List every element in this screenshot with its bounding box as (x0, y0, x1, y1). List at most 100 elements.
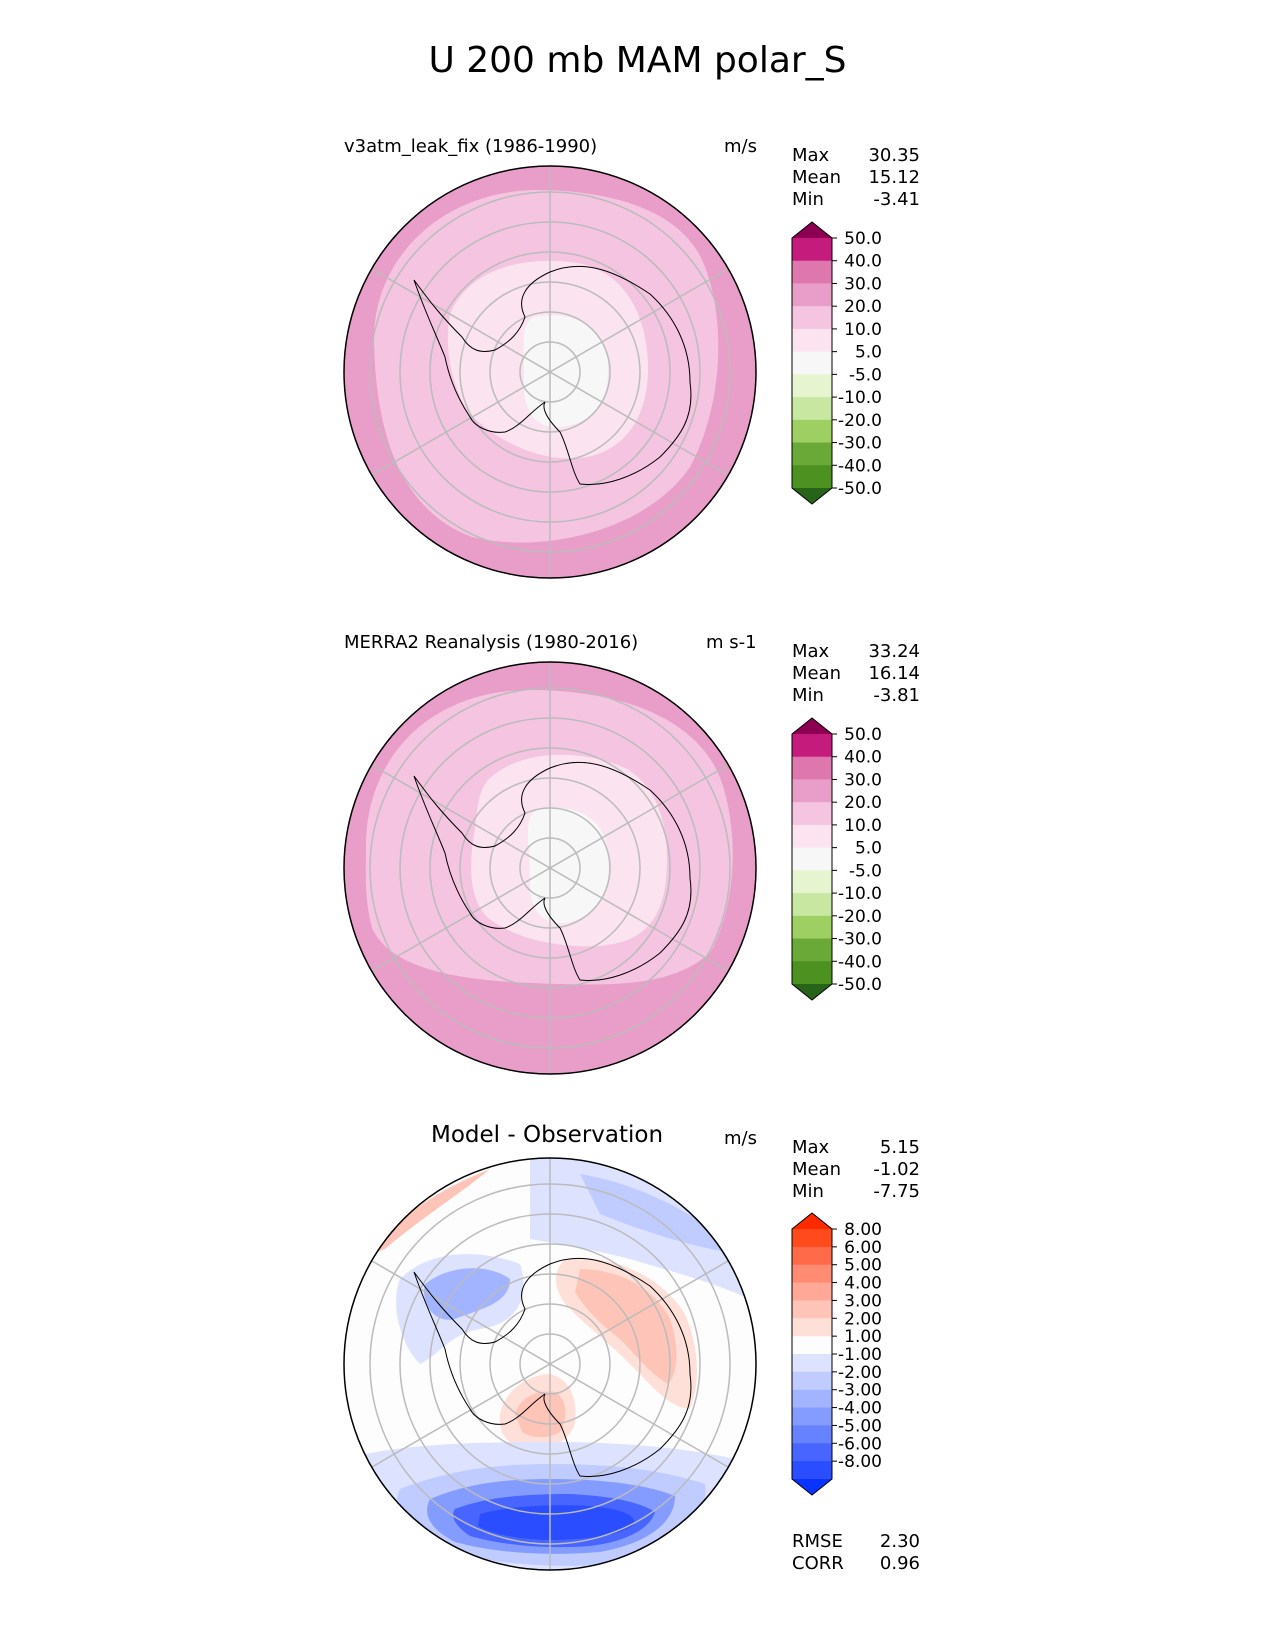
colorbar-segment (792, 442, 832, 466)
colorbar-segment (792, 938, 832, 962)
colorbar-segment (792, 824, 832, 849)
colorbar-segment (792, 1425, 832, 1444)
colorbar-tick-label: -40.0 (838, 456, 882, 476)
colorbar-segment (792, 1336, 832, 1355)
colorbar-segment (792, 1264, 832, 1284)
panel-3-colorbar: 8.006.005.004.003.002.001.00-1.00-2.00-3… (791, 1212, 882, 1496)
colorbar-tick-label: -20.0 (838, 907, 882, 927)
field-pos-band-6 (515, 1391, 566, 1438)
colorbar-tick-label: 3.00 (844, 1291, 882, 1311)
min-value: -3.41 (873, 189, 920, 210)
colorbar-segment (792, 1371, 832, 1391)
colorbar-segment (792, 351, 832, 375)
colorbar-tick-label: -10.0 (838, 884, 882, 904)
rmse-value: 2.30 (879, 1531, 920, 1552)
antarctica-coastline (413, 265, 692, 486)
max-label: Max (792, 145, 830, 166)
colorbar-tick-label: 30.0 (844, 770, 882, 790)
map-boundary (343, 1157, 757, 1571)
colorbar-extend-max (792, 718, 832, 734)
field-neg-band-9 (478, 1505, 635, 1540)
colorbar-tick-label: -30.0 (838, 434, 882, 454)
panel-3-stats: Max 5.15 Mean -1.02 Min -7.75 (792, 1137, 920, 1203)
min-label: Min (792, 685, 824, 706)
colorbar-extend-max (792, 1213, 832, 1229)
colorbar-outline (791, 1212, 833, 1496)
graticule (369, 662, 731, 1074)
colorbar-tick-label: 50.0 (844, 725, 882, 745)
colorbar-tick-label: -50.0 (838, 975, 882, 995)
colorbar-tick-label: -40.0 (838, 952, 882, 972)
antarctica-coastline (413, 1257, 692, 1478)
panel-1-map (343, 165, 757, 579)
mean-value: 15.12 (868, 167, 920, 188)
max-value: 5.15 (879, 1137, 920, 1158)
graticule (369, 166, 731, 578)
colorbar-extend-max (792, 222, 832, 238)
colorbar-segment (792, 893, 832, 917)
colorbar-segment (792, 961, 832, 985)
colorbar-segment (792, 397, 832, 421)
antarctica-coastline (413, 761, 692, 982)
colorbar-segment (792, 1282, 832, 1301)
colorbar-tick-label: 2.00 (844, 1309, 882, 1329)
colorbar-tick-label: -5.00 (838, 1416, 882, 1436)
colorbar-tick-label: -4.00 (838, 1399, 882, 1419)
min-label: Min (792, 189, 824, 210)
panel-2-stats: Max 33.24 Mean 16.14 Min -3.81 (792, 641, 920, 707)
colorbar-tick-label: -5.0 (849, 365, 882, 385)
panel-1-units: m/s (724, 136, 757, 157)
mean-label: Mean (792, 167, 842, 188)
colorbar-tick-label: -5.0 (849, 861, 882, 881)
field-neg-band-4 (424, 1268, 510, 1320)
colorbar-tick-label: 1.00 (844, 1327, 882, 1347)
colorbar-tick-label: 5.0 (855, 343, 882, 363)
panel-2-title: MERRA2 Reanalysis (1980-2016) (344, 632, 639, 653)
figure-title: U 200 mb MAM polar_S (428, 40, 847, 81)
colorbar-tick-label: 8.00 (844, 1220, 882, 1240)
panel-2-map (343, 661, 757, 1075)
mean-label: Mean (792, 1159, 842, 1180)
corr-value: 0.96 (879, 1553, 920, 1574)
mean-value: -1.02 (873, 1159, 920, 1180)
mean-label: Mean (792, 663, 842, 684)
panel-3-metrics: RMSE 2.30 CORR 0.96 (792, 1531, 920, 1575)
colorbar-segment (792, 238, 832, 262)
colorbar-tick-label: 20.0 (844, 793, 882, 813)
panel-1-stats: Max 30.35 Mean 15.12 Min -3.41 (792, 145, 920, 211)
colorbar-segment (792, 779, 832, 803)
colorbar-segment (792, 1461, 832, 1480)
colorbar-tick-label: 10.0 (844, 816, 882, 836)
corr-label: CORR (792, 1553, 844, 1574)
panel-2-colorbar: 50.0 40.030.0 20.0 10.0 5.0-5.0 -10.0 -20.0 -30… (791, 717, 882, 1001)
colorbar-segment (792, 1354, 832, 1373)
field-pos-band-2 (370, 1169, 490, 1254)
panel-3-units: m/s (724, 1128, 757, 1149)
colorbar-tick-label: 10.0 (844, 320, 882, 340)
panel-2-units: m s-1 (706, 632, 757, 653)
map-boundary (343, 661, 757, 1075)
colorbar-segment (792, 1300, 832, 1319)
min-label: Min (792, 1181, 824, 1202)
colorbar-segment (792, 283, 832, 307)
colorbar-tick-label: -2.00 (838, 1363, 882, 1383)
max-label: Max (792, 1137, 830, 1158)
panel-3-title: Model - Observation (431, 1122, 664, 1148)
field-pos-band-4 (575, 1269, 677, 1384)
colorbar-segment (792, 870, 832, 894)
max-label: Max (792, 641, 830, 662)
colorbar-segment (792, 1246, 832, 1266)
field-band-minus5-5 (528, 807, 609, 924)
max-value: 33.24 (868, 641, 920, 662)
colorbar-extend-min (792, 984, 832, 1000)
colorbar-tick-label: 40.0 (844, 252, 882, 272)
colorbar-segment (792, 374, 832, 398)
colorbar-segment (792, 802, 832, 826)
colorbar-tick-label: 20.0 (844, 297, 882, 317)
colorbar-tick-label: 6.00 (844, 1238, 882, 1258)
colorbar-tick-label: -50.0 (838, 479, 882, 499)
field-band-minus5-5 (523, 315, 609, 428)
panel-1-colorbar: 50.0 40.030.0 20.0 10.0 5.0-5.0 -10.0 -20.0 -30… (791, 221, 882, 505)
colorbar-segment (792, 260, 832, 284)
colorbar-segment (792, 1389, 832, 1409)
